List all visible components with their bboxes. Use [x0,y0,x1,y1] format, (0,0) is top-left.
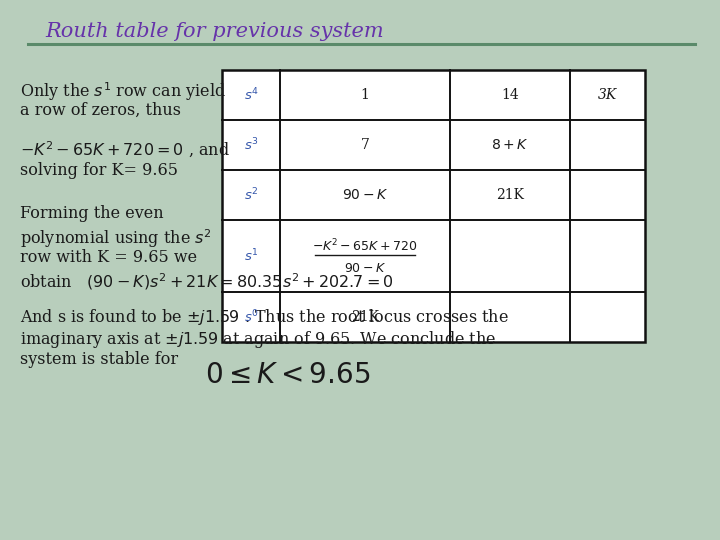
Text: a row of zeros, thus: a row of zeros, thus [20,102,181,119]
Text: Routh table for previous system: Routh table for previous system [45,22,384,41]
Text: obtain   $(90-K)s^2+21K=80.35s^2+202.7=0$: obtain $(90-K)s^2+21K=80.35s^2+202.7=0$ [20,271,394,292]
Text: 7: 7 [361,138,369,152]
Text: $s^3$: $s^3$ [243,137,258,153]
Text: $90-K$: $90-K$ [342,188,388,202]
Text: And s is found to be $\pm j1.59$ . Thus the root locus crosses the: And s is found to be $\pm j1.59$ . Thus … [20,307,509,327]
Text: Forming the even: Forming the even [20,205,163,222]
Text: $0 \leq K < 9.65$: $0 \leq K < 9.65$ [205,362,370,389]
Text: Only the $s^1$ row can yield: Only the $s^1$ row can yield [20,80,226,103]
Text: 14: 14 [501,88,519,102]
Text: $-K^2-65K+720=0$ , and: $-K^2-65K+720=0$ , and [20,140,230,160]
Text: $-K^2-65K+720$: $-K^2-65K+720$ [312,238,418,254]
Text: polynomial using the $s^2$: polynomial using the $s^2$ [20,227,212,249]
Text: $8+K$: $8+K$ [491,138,529,152]
Text: 1: 1 [361,88,369,102]
Text: $s^1$: $s^1$ [244,248,258,264]
Text: row with K = 9.65 we: row with K = 9.65 we [20,249,197,266]
Text: solving for K= 9.65: solving for K= 9.65 [20,162,178,179]
Bar [222,70,645,342]
Text: $s^4$: $s^4$ [243,87,258,103]
Text: 21K: 21K [496,188,524,202]
Text: $s^0$: $s^0$ [243,309,258,325]
Text: $90-K$: $90-K$ [344,261,386,274]
Text: 21K: 21K [351,310,379,324]
Text: $s^2$: $s^2$ [244,187,258,203]
Text: 3K: 3K [598,88,617,102]
Text: system is stable for: system is stable for [20,351,178,368]
Text: imaginary axis at $\pm j1.59$ at again of 9.65. We conclude the: imaginary axis at $\pm j1.59$ at again o… [20,329,496,350]
